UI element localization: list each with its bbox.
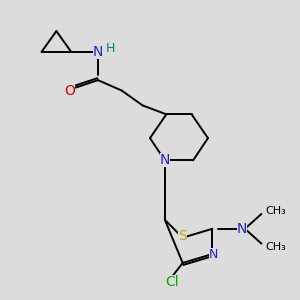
- Text: Cl: Cl: [166, 275, 179, 289]
- Text: N: N: [209, 248, 219, 260]
- Text: S: S: [178, 229, 187, 243]
- Text: O: O: [64, 84, 75, 98]
- Text: H: H: [106, 42, 115, 55]
- Text: N: N: [160, 153, 170, 167]
- Text: N: N: [237, 222, 247, 236]
- Text: CH₃: CH₃: [265, 242, 286, 252]
- Text: N: N: [93, 45, 103, 59]
- Text: CH₃: CH₃: [265, 206, 286, 216]
